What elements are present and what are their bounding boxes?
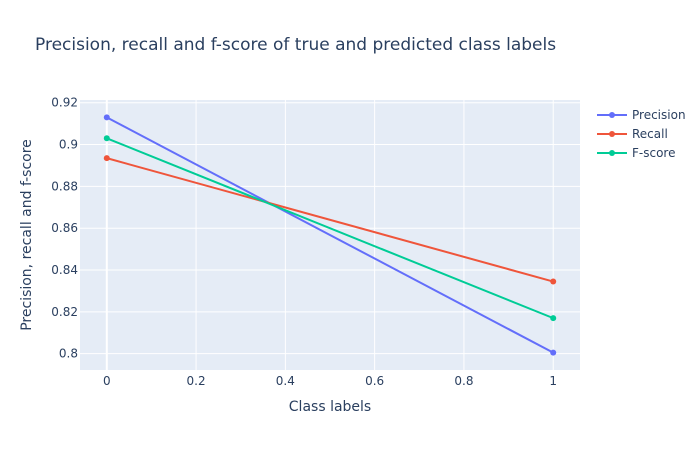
series-lines xyxy=(106,116,554,354)
x-tick-label: 0.2 xyxy=(187,374,206,388)
y-tick-label: 0.9 xyxy=(59,138,78,152)
legend[interactable]: Precision Recall F-score xyxy=(597,108,686,160)
data-point-f-score[interactable] xyxy=(103,135,110,142)
legend-swatch-marker xyxy=(609,150,615,156)
y-tick-label: 0.92 xyxy=(51,96,78,110)
y-axis-label: Precision, recall and f-score xyxy=(19,139,35,331)
x-tick-label: 0.6 xyxy=(365,374,384,388)
data-point-precision[interactable] xyxy=(550,349,557,356)
legend-item-f-score[interactable]: F-score xyxy=(597,146,675,160)
series-points xyxy=(103,114,557,356)
x-tick-label: 0 xyxy=(103,374,111,388)
y-tick-label: 0.88 xyxy=(51,179,78,193)
x-tick-label: 1 xyxy=(549,374,557,388)
series-line-f-score xyxy=(106,137,554,320)
legend-item-recall[interactable]: Recall xyxy=(597,127,668,141)
data-point-f-score[interactable] xyxy=(550,315,557,322)
data-point-recall[interactable] xyxy=(103,155,110,162)
data-point-precision[interactable] xyxy=(103,114,110,121)
y-tick-label: 0.84 xyxy=(51,263,78,277)
y-tick-label: 0.86 xyxy=(51,221,78,235)
y-tick-label: 0.8 xyxy=(59,347,78,361)
x-axis-label: Class labels xyxy=(289,399,371,415)
y-tick-label: 0.82 xyxy=(51,305,78,319)
legend-swatch-marker xyxy=(609,112,615,118)
legend-swatch-marker xyxy=(609,131,615,137)
x-tick-label: 0.4 xyxy=(276,374,295,388)
x-tick-labels: 0 0.2 0.4 0.6 0.8 1 xyxy=(103,374,557,388)
legend-item-precision[interactable]: Precision xyxy=(597,108,686,122)
series-line-precision xyxy=(106,116,554,354)
series-line-recall xyxy=(106,157,554,283)
y-tick-labels: 0.8 0.82 0.84 0.86 0.88 0.9 0.92 xyxy=(51,96,78,361)
x-tick-label: 0.8 xyxy=(454,374,473,388)
legend-label: Recall xyxy=(632,127,668,141)
legend-label: Precision xyxy=(632,108,686,122)
data-point-recall[interactable] xyxy=(550,278,557,285)
legend-label: F-score xyxy=(632,146,675,160)
chart-title: Precision, recall and f-score of true an… xyxy=(35,35,556,55)
